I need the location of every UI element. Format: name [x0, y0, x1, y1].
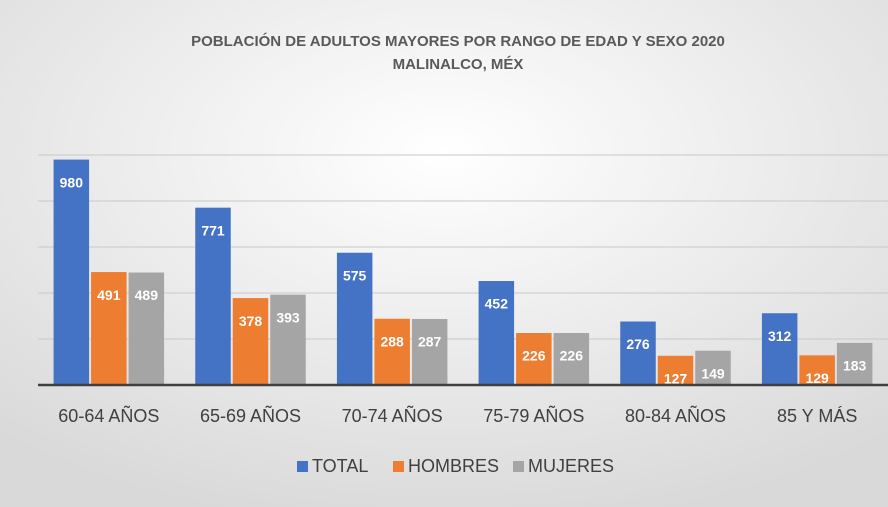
- legend-label: TOTAL: [312, 456, 368, 476]
- bar: [799, 355, 835, 385]
- value-label: 226: [560, 348, 584, 364]
- chart-subtitle: MALINALCO, MÉX: [393, 56, 524, 73]
- value-label: 149: [701, 365, 725, 381]
- value-label: 288: [380, 333, 404, 349]
- x-tick-label: 65-69 AÑOS: [200, 405, 301, 426]
- bar: [620, 321, 656, 385]
- x-tick-label: 70-74 AÑOS: [342, 405, 443, 426]
- bar: [91, 272, 127, 385]
- value-label: 980: [60, 174, 84, 190]
- value-label: 226: [522, 348, 546, 364]
- value-label: 452: [485, 296, 509, 312]
- bar: [836, 342, 873, 385]
- legend-label: MUJERES: [528, 456, 614, 476]
- value-label: 393: [276, 309, 300, 325]
- bar: [53, 159, 90, 385]
- legend-swatch: [393, 461, 404, 472]
- value-label: 575: [343, 267, 367, 283]
- bar: [232, 298, 269, 385]
- value-label: 771: [201, 222, 225, 238]
- value-label: 183: [843, 358, 867, 374]
- bar: [411, 318, 448, 385]
- legend-label: HOMBRES: [408, 456, 499, 476]
- value-label: 287: [418, 334, 442, 350]
- value-label: 491: [97, 287, 121, 303]
- bar: [195, 207, 231, 385]
- x-tick-label: 85 Y MÁS: [777, 406, 857, 426]
- legend-swatch: [513, 461, 524, 472]
- bar: [695, 350, 731, 385]
- bar: [516, 333, 552, 385]
- legend-swatch: [297, 461, 308, 472]
- x-tick-label: 60-64 AÑOS: [58, 405, 159, 426]
- value-label: 378: [239, 313, 263, 329]
- value-label: 129: [805, 370, 829, 386]
- bar: [336, 252, 373, 385]
- value-label: 276: [626, 336, 650, 352]
- bar: [374, 318, 410, 385]
- bar: [270, 294, 306, 385]
- chart-title: POBLACIÓN DE ADULTOS MAYORES POR RANGO D…: [191, 32, 725, 50]
- value-label: 127: [664, 370, 688, 386]
- bar: [478, 281, 515, 385]
- bar: [761, 313, 798, 385]
- value-label: 489: [135, 287, 159, 303]
- x-tick-label: 75-79 AÑOS: [483, 405, 584, 426]
- bar: [657, 355, 694, 385]
- bar: [553, 333, 590, 385]
- value-label: 312: [768, 328, 792, 344]
- bar: [128, 272, 165, 385]
- x-tick-label: 80-84 AÑOS: [625, 405, 726, 426]
